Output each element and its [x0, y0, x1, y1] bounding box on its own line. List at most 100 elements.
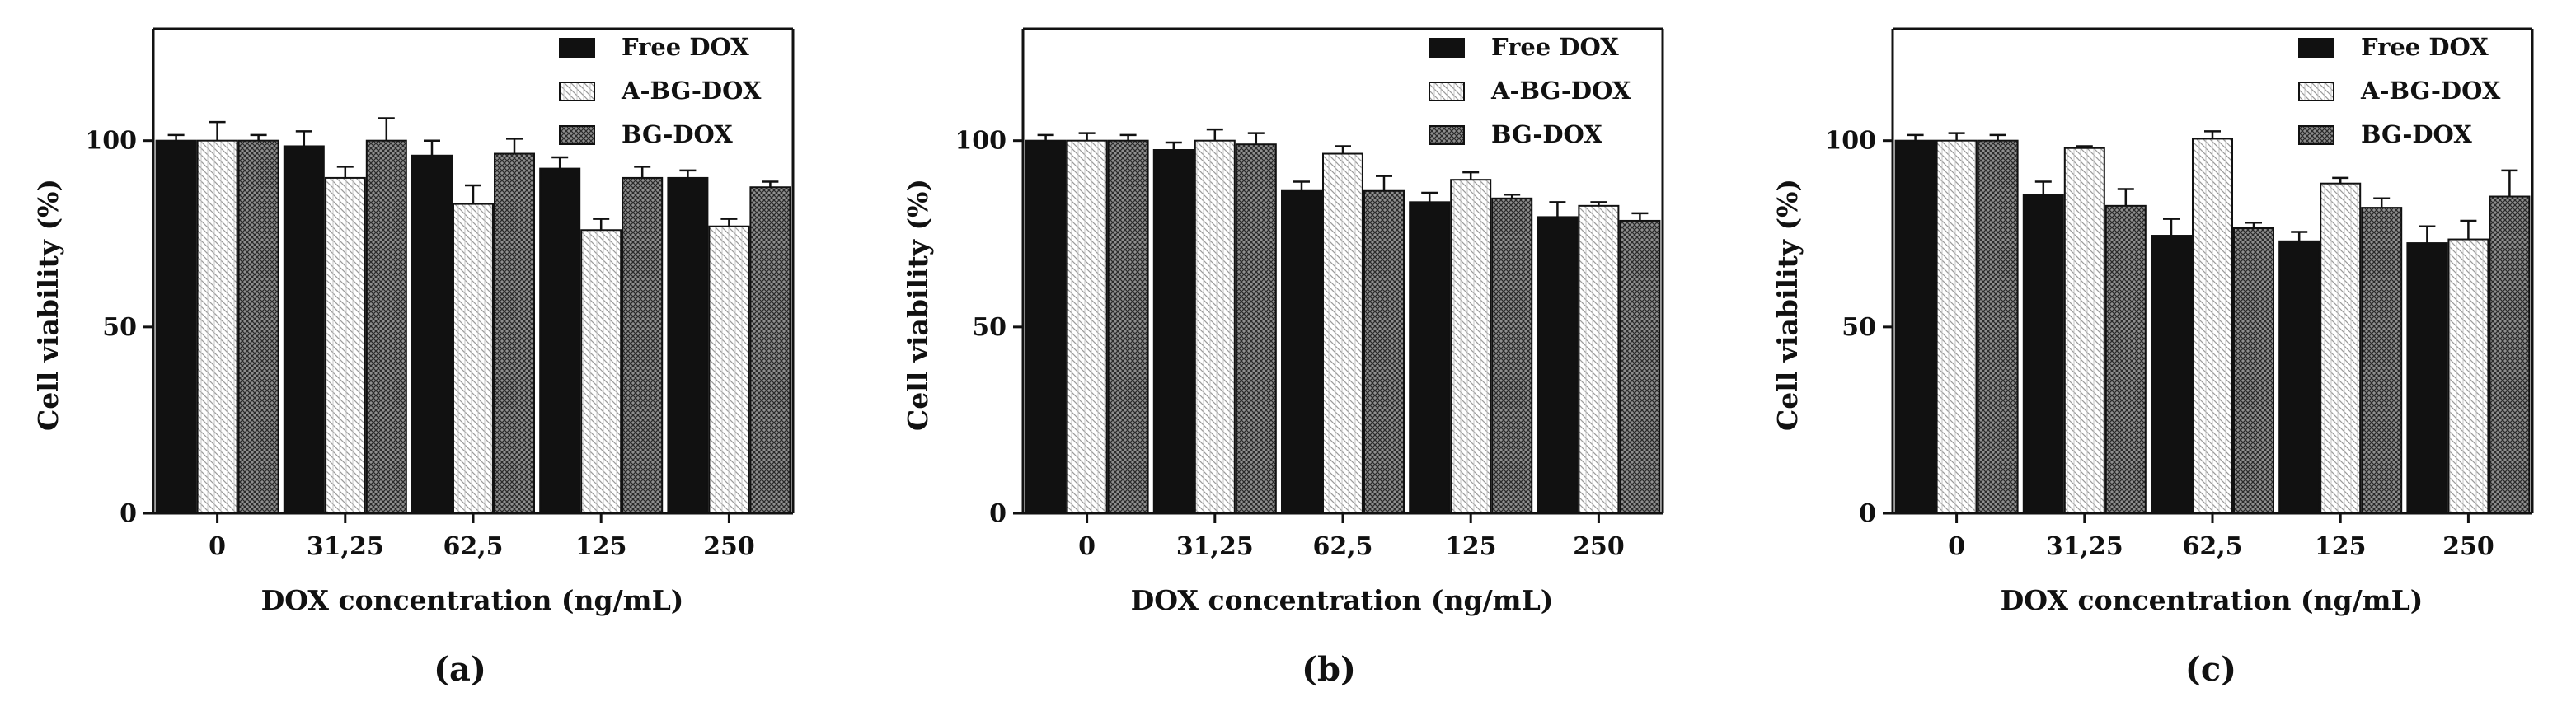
- panel-b-legend-swatch-free-dox: [1429, 38, 1465, 58]
- panel-a-bar-a-bg-dox: [453, 203, 494, 514]
- panel-a: 0 50 100 0 31,25 62,5 125 250 Free DOX A-BG-DOX BG…: [32, 27, 795, 689]
- panel-a-xlabel: DOX concentration (ng/mL): [261, 584, 684, 616]
- panel-b-label: (b): [1302, 650, 1356, 689]
- panel-c: 0 50 100 0 31,25 62,5 125 250 Free DOX A-BG-DOX BG…: [1771, 27, 2534, 689]
- panel-c-legend-swatch-a-bg-dox: [2298, 82, 2334, 101]
- panel-b-legend-label-bg-dox: BG-DOX: [1491, 120, 1602, 148]
- panel-b-bar-a-bg-dox: [1066, 139, 1108, 514]
- panel-b-bar-a-bg-dox: [1450, 179, 1492, 515]
- panel-b-bar-free-dox: [1409, 201, 1451, 514]
- panel-c-x-tick-label: 250: [2442, 532, 2494, 561]
- panel-c-legend-label-free-dox: Free DOX: [2361, 33, 2489, 61]
- panel-b-bar-bg-dox: [1491, 197, 1533, 515]
- panel-c-bar-free-dox: [2278, 240, 2320, 514]
- panel-b-bar-bg-dox: [1235, 143, 1277, 514]
- panel-b-bar-bg-dox: [1107, 139, 1149, 514]
- panel-a-legend-label-free-dox: Free DOX: [622, 33, 749, 61]
- panel-a-ylabel: Cell viability (%): [32, 179, 64, 431]
- panel-b-bar-a-bg-dox: [1194, 139, 1236, 514]
- panel-a-legend-swatch-a-bg-dox: [559, 82, 595, 101]
- panel-b-bar-free-dox: [1025, 139, 1067, 514]
- panel-a-x-tick-label: 0: [209, 532, 226, 561]
- panel-c-bar-bg-dox: [2104, 204, 2147, 514]
- panel-b-y-tick-label: 0: [989, 499, 1006, 528]
- panel-c-x-tick-label: 0: [1948, 532, 1965, 561]
- panel-b-legend-swatch-bg-dox: [1429, 125, 1465, 145]
- panel-c-label: (c): [2185, 650, 2236, 689]
- panel-c-legend-swatch-free-dox: [2298, 38, 2334, 58]
- panel-a-bar-bg-dox: [494, 152, 535, 514]
- panel-c-x-tick-label: 62,5: [2182, 532, 2242, 561]
- panel-c-ylabel: Cell viability (%): [1771, 179, 1804, 431]
- panel-a-x-tick-label: 125: [575, 532, 627, 561]
- panel-b-legend-swatch-a-bg-dox: [1429, 82, 1465, 101]
- panel-b-bar-bg-dox: [1363, 189, 1405, 514]
- panel-c-bar-a-bg-dox: [2192, 138, 2233, 515]
- panel-a-bar-free-dox: [155, 139, 197, 514]
- panel-a-bar-bg-dox: [749, 186, 791, 514]
- panel-c-y-tick-label: 0: [1859, 499, 1876, 528]
- panel-c-x-tick-label: 125: [2315, 532, 2367, 561]
- panel-b-x-tick-label: 31,25: [1176, 532, 1254, 561]
- panel-a-y-tick-label: 100: [85, 127, 137, 156]
- panel-c-y-tick-label: 100: [1824, 127, 1876, 156]
- panel-c-bar-bg-dox: [2233, 227, 2274, 514]
- panel-a-bar-bg-dox: [622, 176, 664, 515]
- panel-b-x-tick-label: 0: [1078, 532, 1096, 561]
- panel-c-y-tick-label: 50: [1842, 313, 1876, 342]
- panel-b-x-tick-label: 62,5: [1312, 532, 1372, 561]
- panel-c-bar-free-dox: [2022, 194, 2064, 514]
- panel-a-bar-free-dox: [283, 145, 325, 514]
- panel-c-legend-swatch-bg-dox: [2298, 125, 2334, 145]
- panel-c-x-tick-label: 31,25: [2046, 532, 2123, 561]
- panel-b-bar-free-dox: [1152, 149, 1194, 514]
- panel-b-bar-bg-dox: [1619, 219, 1661, 514]
- panel-c-bar-free-dox: [1894, 139, 1936, 514]
- panel-a-bar-free-dox: [667, 176, 709, 515]
- panel-a-bar-a-bg-dox: [196, 139, 238, 514]
- panel-c-legend-label-a-bg-dox: A-BG-DOX: [2360, 77, 2501, 105]
- panel-c-bar-a-bg-dox: [1936, 139, 1978, 514]
- panel-b-y-tick-label: 100: [955, 127, 1006, 156]
- panel-a-y-tick-label: 0: [120, 499, 137, 528]
- panel-a-x-tick-label: 31,25: [307, 532, 384, 561]
- panel-b-bar-a-bg-dox: [1578, 204, 1620, 514]
- panel-c-bar-a-bg-dox: [2320, 182, 2362, 514]
- panel-b: 0 50 100 0 31,25 62,5 125 250 Free DOX A-BG-DOX BG…: [902, 27, 1664, 689]
- panel-b-bar-a-bg-dox: [1322, 152, 1363, 514]
- panel-c-bar-a-bg-dox: [2063, 147, 2105, 514]
- panel-c-bar-bg-dox: [2489, 195, 2531, 515]
- panel-b-xlabel: DOX concentration (ng/mL): [1131, 584, 1554, 616]
- panel-a-legend-label-a-bg-dox: A-BG-DOX: [621, 77, 762, 105]
- panel-c-bar-a-bg-dox: [2447, 238, 2489, 514]
- panel-b-bar-free-dox: [1281, 189, 1322, 514]
- panel-a-bar-bg-dox: [237, 139, 279, 514]
- panel-b-x-tick-label: 125: [1445, 532, 1497, 561]
- panel-c-xlabel: DOX concentration (ng/mL): [2001, 584, 2424, 616]
- panel-a-bar-bg-dox: [365, 139, 407, 514]
- panel-a-bar-a-bg-dox: [580, 229, 622, 514]
- panel-a-x-tick-label: 62,5: [443, 532, 503, 561]
- panel-a-legend-swatch-free-dox: [559, 38, 595, 58]
- panel-a-bar-a-bg-dox: [708, 225, 750, 514]
- panel-b-y-tick-label: 50: [972, 313, 1006, 342]
- panel-b-legend-label-a-bg-dox: A-BG-DOX: [1490, 77, 1631, 105]
- panel-a-bar-free-dox: [539, 167, 581, 514]
- panel-a-label: (a): [434, 650, 486, 689]
- panel-c-bar-bg-dox: [2361, 207, 2403, 514]
- panel-c-legend-label-bg-dox: BG-DOX: [2361, 120, 2472, 148]
- panel-a-y-tick-label: 50: [102, 313, 137, 342]
- panel-c-bar-free-dox: [2151, 235, 2192, 514]
- panel-a-bar-a-bg-dox: [324, 176, 366, 515]
- panel-a-legend-swatch-bg-dox: [559, 125, 595, 145]
- panel-a-bar-free-dox: [411, 154, 453, 515]
- panel-b-legend-label-free-dox: Free DOX: [1491, 33, 1619, 61]
- panel-a-legend-label-bg-dox: BG-DOX: [622, 120, 733, 148]
- panel-b-bar-free-dox: [1537, 216, 1579, 514]
- panel-b-ylabel: Cell viability (%): [902, 179, 934, 431]
- panel-b-x-tick-label: 250: [1573, 532, 1625, 561]
- panel-c-bar-bg-dox: [1977, 139, 2019, 514]
- panel-c-bar-free-dox: [2406, 242, 2448, 514]
- panel-a-x-tick-label: 250: [703, 532, 755, 561]
